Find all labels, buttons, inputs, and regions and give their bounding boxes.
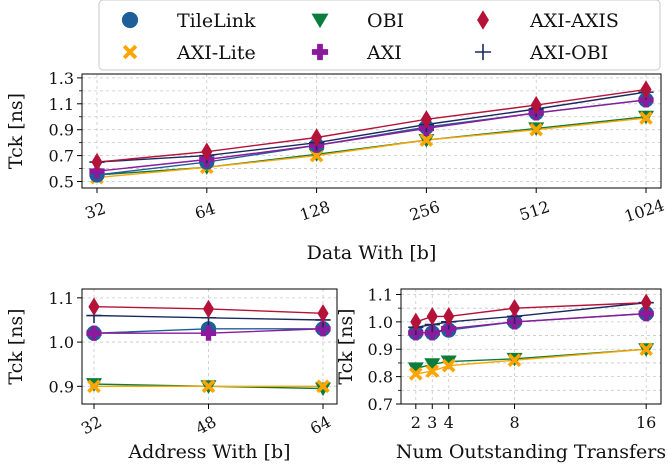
x-tick-label: 512 [517, 197, 552, 225]
data-point-axi-lite [201, 379, 216, 394]
plot-data-width: 0.5 0.7 0.9 1.1 1.3 32 64 128 256 512 1024 Data Wit… [5, 69, 667, 264]
y-tick-label: 0.9 [368, 340, 393, 359]
data-point-axi-axis [410, 312, 422, 332]
y-tick-label: 0.9 [49, 121, 74, 140]
series-line-obi [96, 116, 647, 176]
y-tick-label: 0.9 [49, 377, 74, 396]
data-point-axi-axis [311, 128, 323, 147]
series-line-axi-axis [96, 88, 647, 163]
data-point-obi [315, 382, 331, 397]
x-tick-label: 48 [192, 412, 219, 438]
data-point-axi-axis [443, 307, 455, 326]
y-tick-label: 0.8 [368, 368, 393, 387]
x-tick-label: 64 [307, 412, 334, 438]
data-point-axi [638, 306, 654, 322]
data-point-obi [440, 355, 457, 370]
plot-frame [400, 288, 662, 405]
data-point-obi [424, 358, 441, 372]
x-tick-label: 128 [297, 197, 332, 225]
data-point-axi-lite [425, 364, 440, 378]
legend-marker-axi-axis [477, 10, 489, 30]
legend-label-axi: AXI [366, 42, 402, 64]
y-axis-label: Tck [ns] [5, 308, 27, 384]
x-tick-label: 64 [192, 199, 217, 223]
x-axis-label: Data With [b] [307, 242, 437, 264]
x-tick-label: 3 [427, 413, 437, 432]
x-tick-label: 1024 [622, 195, 667, 226]
legend-marker-obi [311, 13, 329, 29]
y-tick-label: 1.1 [49, 95, 74, 114]
data-point-axi [86, 325, 102, 341]
x-tick-label: 4 [444, 413, 454, 432]
x-axis-label: Address With [b] [127, 441, 290, 463]
data-point-axi-lite [409, 367, 423, 381]
x-tick-label: 16 [636, 413, 656, 432]
plot-address-width: 0.9 1.0 1.1 32 48 64 Address With [b] Tck [ns] [5, 288, 338, 463]
data-point-axi-lite [639, 111, 653, 125]
y-tick-label: 1.1 [368, 285, 393, 304]
legend-label-axi-obi: AXI-OBI [529, 42, 608, 64]
data-point-axi-axis [640, 293, 652, 312]
data-point-axi-axis [640, 80, 652, 99]
series-line-axi-lite [96, 117, 647, 179]
y-tick-label: 0.5 [49, 173, 74, 192]
data-point-obi [407, 362, 424, 377]
data-point-axi-lite [316, 379, 330, 394]
legend-label-tilelink: TileLink [177, 10, 256, 32]
data-point-axi-lite [441, 358, 456, 373]
y-tick-label: 0.7 [49, 147, 74, 166]
data-point-axi-lite [529, 122, 543, 137]
data-point-axi-axis [420, 110, 432, 129]
legend-marker-axi [311, 43, 329, 61]
data-point-axi [638, 92, 654, 108]
y-tick-label: 1.1 [49, 289, 74, 308]
plot-frame [81, 288, 338, 405]
y-axis-label: Tck [ns] [5, 93, 27, 169]
y-tick-label: 0.7 [368, 395, 393, 414]
x-tick-label: 32 [83, 199, 108, 223]
data-point-axi-axis [88, 297, 100, 316]
data-point-axi [315, 321, 331, 337]
data-point-axi-lite [507, 353, 522, 367]
data-point-axi-axis [508, 298, 521, 318]
x-tick-label: 2 [411, 413, 421, 432]
plot-outstanding-transfers: 0.7 0.8 0.9 1.0 1.1 2 3 4 8 16 Num Outstanding Tra… [335, 285, 666, 463]
x-tick-label: 32 [78, 412, 105, 438]
data-point-axi-axis [317, 304, 329, 323]
legend-marker-tilelink [121, 11, 139, 29]
data-point-axi-lite [309, 148, 324, 163]
data-point-axi-axis [202, 299, 215, 319]
x-axis-label: Num Outstanding Transfers [396, 441, 666, 463]
data-point-axi [424, 325, 440, 341]
series-line-axi [96, 99, 647, 172]
y-tick-label: 1.0 [49, 333, 74, 352]
legend-label-obi: OBI [367, 10, 404, 32]
data-point-axi-axis [530, 95, 542, 115]
data-point-axi-lite [419, 133, 434, 147]
legend: TileLink AXI-Lite OBI AXI AXI-AXIS AXI-OBI [98, 0, 661, 71]
x-tick-label: 8 [509, 413, 519, 432]
legend-box [98, 0, 661, 71]
data-point-axi [200, 325, 217, 341]
data-point-axi-axis [91, 152, 103, 172]
legend-marker-axi-obi [474, 43, 492, 61]
y-tick-label: 1.3 [49, 69, 74, 88]
data-point-axi-axis [426, 307, 438, 326]
legend-marker-axi-lite [122, 44, 138, 60]
legend-label-axi-lite: AXI-Lite [176, 42, 256, 64]
legend-label-axi-axis: AXI-AXIS [529, 10, 619, 32]
plot-frame [81, 73, 662, 189]
y-axis-label: Tck [ns] [335, 308, 357, 384]
data-point-axi-axis [201, 142, 213, 161]
data-point-axi-lite [87, 379, 101, 394]
data-point-axi-lite [639, 342, 653, 356]
y-tick-label: 1.0 [368, 313, 393, 332]
series-line-axi-obi [96, 91, 647, 163]
x-tick-label: 256 [407, 197, 442, 225]
